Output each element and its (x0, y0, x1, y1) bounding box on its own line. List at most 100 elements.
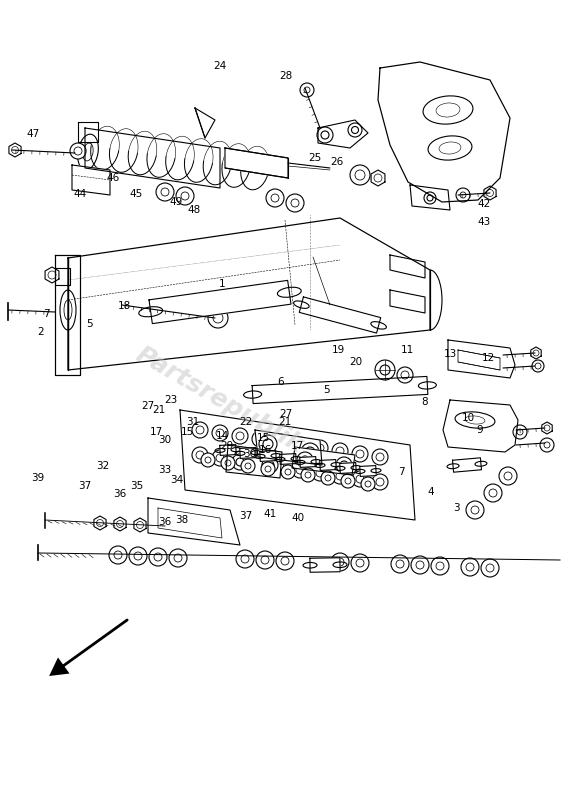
Polygon shape (252, 377, 428, 403)
Polygon shape (240, 447, 256, 458)
Circle shape (174, 554, 182, 562)
Circle shape (317, 127, 333, 143)
Circle shape (154, 553, 162, 561)
Circle shape (312, 440, 328, 456)
Circle shape (481, 559, 499, 577)
Polygon shape (180, 410, 415, 520)
Polygon shape (320, 459, 336, 470)
Text: 30: 30 (243, 450, 256, 459)
Circle shape (301, 468, 315, 482)
Text: 2: 2 (37, 327, 44, 337)
Text: 37: 37 (79, 482, 91, 491)
Polygon shape (340, 462, 356, 474)
Circle shape (325, 475, 331, 481)
Circle shape (205, 457, 211, 463)
Circle shape (361, 477, 375, 491)
Circle shape (471, 506, 479, 514)
Circle shape (316, 469, 324, 477)
Polygon shape (443, 400, 518, 452)
Circle shape (232, 454, 248, 470)
Circle shape (372, 474, 388, 490)
Circle shape (276, 463, 284, 471)
Circle shape (196, 451, 204, 459)
Circle shape (431, 557, 449, 575)
Circle shape (245, 463, 251, 469)
Circle shape (540, 438, 554, 452)
Text: 36: 36 (158, 517, 171, 526)
Circle shape (208, 308, 228, 328)
Polygon shape (292, 447, 355, 475)
Text: 3: 3 (453, 503, 460, 513)
Circle shape (129, 547, 147, 565)
Text: 15: 15 (181, 427, 194, 437)
Polygon shape (448, 340, 515, 378)
Polygon shape (149, 280, 291, 324)
Text: Partsrepublik: Partsrepublik (132, 342, 307, 458)
Circle shape (236, 550, 254, 568)
Circle shape (436, 562, 444, 570)
Text: 29: 29 (221, 441, 234, 450)
Polygon shape (68, 218, 430, 370)
Text: 24: 24 (213, 62, 226, 71)
Text: 27: 27 (280, 409, 292, 418)
Circle shape (266, 189, 284, 207)
Circle shape (513, 425, 527, 439)
Circle shape (336, 457, 352, 473)
Circle shape (241, 459, 255, 473)
Text: 37: 37 (239, 511, 252, 521)
Circle shape (256, 551, 274, 569)
Text: 9: 9 (476, 426, 483, 435)
Text: 31: 31 (186, 417, 199, 426)
Text: 20: 20 (349, 357, 362, 366)
Circle shape (304, 87, 310, 93)
Polygon shape (318, 120, 368, 148)
Circle shape (192, 422, 208, 438)
Circle shape (216, 429, 224, 437)
Polygon shape (453, 458, 481, 472)
Circle shape (331, 553, 349, 571)
Circle shape (345, 478, 351, 484)
Polygon shape (148, 498, 240, 545)
Text: 32: 32 (96, 462, 109, 471)
Circle shape (352, 446, 368, 462)
Circle shape (114, 551, 122, 559)
Text: 26: 26 (331, 158, 343, 167)
Circle shape (70, 143, 86, 159)
Text: 5: 5 (86, 319, 93, 329)
Circle shape (252, 431, 268, 447)
Polygon shape (49, 658, 69, 676)
Circle shape (149, 548, 167, 566)
Polygon shape (78, 122, 98, 142)
Polygon shape (158, 508, 222, 538)
Circle shape (296, 466, 304, 474)
Circle shape (348, 123, 362, 137)
Circle shape (336, 447, 344, 455)
Circle shape (261, 462, 275, 476)
Text: 43: 43 (478, 218, 491, 227)
Circle shape (232, 428, 248, 444)
Circle shape (356, 559, 364, 567)
Circle shape (292, 462, 308, 478)
Circle shape (416, 561, 424, 569)
Circle shape (196, 426, 204, 434)
Text: 6: 6 (277, 377, 284, 386)
Circle shape (296, 441, 304, 449)
Text: 7: 7 (398, 467, 405, 477)
Circle shape (74, 147, 82, 155)
Text: 41: 41 (264, 510, 277, 519)
Circle shape (259, 435, 277, 453)
Text: 22: 22 (239, 417, 252, 426)
Polygon shape (280, 454, 297, 465)
Circle shape (332, 443, 348, 459)
Text: 44: 44 (73, 190, 86, 199)
Circle shape (300, 83, 314, 97)
Circle shape (341, 474, 355, 488)
Circle shape (262, 457, 278, 473)
Text: 47: 47 (27, 130, 39, 139)
Circle shape (312, 465, 328, 481)
Text: 17: 17 (150, 427, 162, 437)
Circle shape (261, 556, 269, 564)
Text: 14: 14 (216, 431, 229, 441)
Circle shape (256, 460, 264, 468)
Circle shape (544, 442, 550, 448)
